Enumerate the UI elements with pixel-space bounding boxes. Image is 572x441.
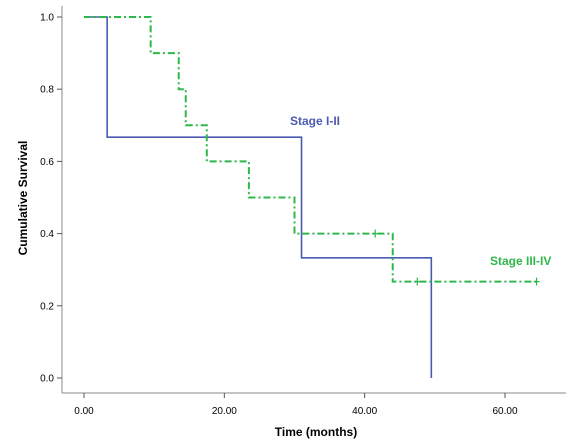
x-axis-title: Time (months) (275, 425, 357, 439)
y-tick-label: 0.2 (40, 301, 54, 312)
y-tick-label: 0.4 (40, 229, 54, 240)
x-tick-label: 60.00 (492, 406, 517, 417)
series-label-stage-iii-iv: Stage III-IV (490, 254, 551, 268)
y-tick-label: 1.0 (40, 13, 54, 24)
survival-curve (84, 16, 537, 283)
survival-curve (84, 16, 433, 378)
series-stage-i-ii (84, 16, 433, 378)
x-axis: 0.00 20.00 40.00 60.00 (62, 392, 566, 417)
y-tick-label: 0.6 (40, 157, 54, 168)
x-tick-label: 0.00 (74, 406, 94, 417)
y-ticks: 0.0 0.2 0.4 0.6 0.8 1.0 (40, 13, 62, 385)
y-tick-label: 0.0 (40, 374, 54, 385)
x-tick-label: 40.00 (352, 406, 377, 417)
plot-series (84, 16, 540, 378)
y-axis: 0.0 0.2 0.4 0.6 0.8 1.0 (40, 6, 63, 393)
x-ticks: 0.00 20.00 40.00 60.00 (74, 393, 518, 417)
y-tick-label: 0.8 (40, 85, 54, 96)
y-axis-title: Cumulative Survival (16, 141, 30, 256)
x-tick-label: 20.00 (212, 406, 237, 417)
series-stage-iii-iv (84, 16, 540, 286)
series-label-stage-i-ii: Stage I-II (290, 114, 340, 128)
